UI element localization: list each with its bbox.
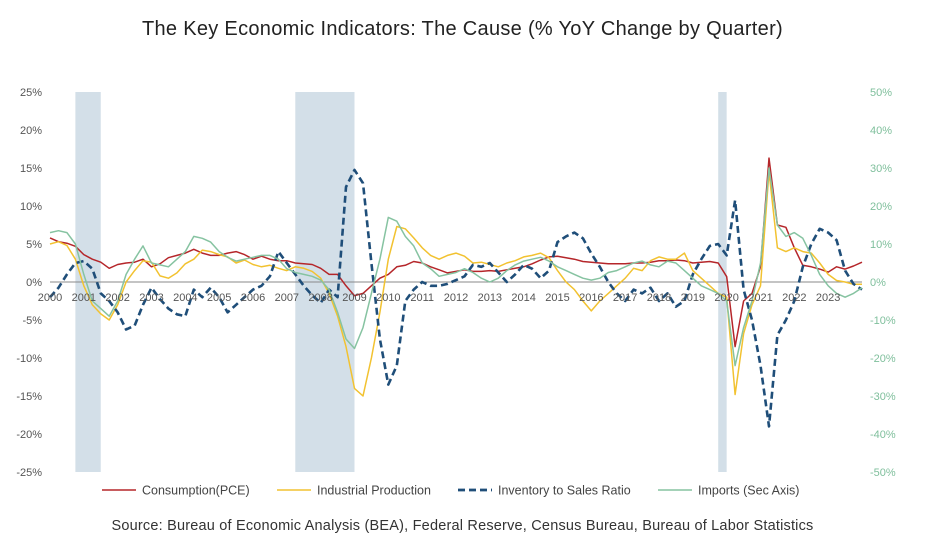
y-right-tick-label: 0% bbox=[870, 277, 886, 289]
y-right-tick-label: -40% bbox=[870, 429, 896, 441]
x-tick-label: 2015 bbox=[545, 292, 569, 304]
y-right-tick-label: 10% bbox=[870, 239, 892, 251]
y-axis-right-ticks: 50% 40% 30% 20% 10% 0% -10% -20% -30% -40% -50% bbox=[870, 87, 896, 479]
x-tick-label: 2001 bbox=[72, 292, 96, 304]
x-tick-label: 2016 bbox=[579, 292, 603, 304]
y-left-tick-label: -10% bbox=[16, 353, 42, 365]
legend: Consumption(PCE) Industrial Production Inv… bbox=[102, 484, 799, 498]
x-tick-label: 2018 bbox=[647, 292, 671, 304]
y-left-tick-label: 10% bbox=[20, 201, 42, 213]
x-tick-label: 2005 bbox=[207, 292, 231, 304]
y-right-tick-label: 20% bbox=[870, 201, 892, 213]
x-tick-label: 2021 bbox=[748, 292, 772, 304]
series-line-3 bbox=[49, 167, 863, 367]
x-tick-label: 2014 bbox=[511, 292, 535, 304]
x-tick-label: 2013 bbox=[478, 292, 502, 304]
x-tick-label: 2008 bbox=[308, 292, 332, 304]
x-tick-label: 2006 bbox=[241, 292, 265, 304]
y-right-tick-label: 50% bbox=[870, 87, 892, 99]
series-line-0 bbox=[49, 157, 863, 348]
y-right-tick-label: -30% bbox=[870, 391, 896, 403]
source-note: Source: Bureau of Economic Analysis (BEA… bbox=[111, 518, 814, 534]
y-left-tick-label: -15% bbox=[16, 391, 42, 403]
series-lines bbox=[49, 157, 863, 428]
x-tick-label: 2000 bbox=[38, 292, 62, 304]
y-right-tick-label: 40% bbox=[870, 125, 892, 137]
legend-label-0: Consumption(PCE) bbox=[142, 484, 250, 498]
y-right-tick-label: -10% bbox=[870, 315, 896, 327]
x-tick-label: 2009 bbox=[342, 292, 366, 304]
x-tick-label: 2022 bbox=[782, 292, 806, 304]
x-tick-label: 2012 bbox=[444, 292, 468, 304]
chart-title: The Key Economic Indicators: The Cause (… bbox=[141, 18, 783, 40]
x-tick-label: 2004 bbox=[173, 292, 197, 304]
y-left-tick-label: 5% bbox=[26, 239, 42, 251]
x-tick-label: 2019 bbox=[681, 292, 705, 304]
series-line-2 bbox=[49, 168, 863, 428]
x-tick-label: 2011 bbox=[410, 292, 434, 304]
y-left-tick-label: 25% bbox=[20, 87, 42, 99]
x-tick-label: 2010 bbox=[376, 292, 400, 304]
x-tick-label: 2023 bbox=[816, 292, 840, 304]
y-right-tick-label: 30% bbox=[870, 163, 892, 175]
y-left-tick-label: 20% bbox=[20, 125, 42, 137]
legend-label-1: Industrial Production bbox=[317, 484, 431, 498]
legend-label-3: Imports (Sec Axis) bbox=[698, 484, 799, 498]
x-tick-label: 2002 bbox=[105, 292, 129, 304]
x-tick-label: 2017 bbox=[613, 292, 637, 304]
x-tick-label: 2003 bbox=[139, 292, 163, 304]
y-left-tick-label: 0% bbox=[26, 277, 42, 289]
y-axis-left-ticks: 25% 20% 15% 10% 5% 0% -5% -10% -15% -20% -25% bbox=[16, 87, 42, 479]
x-tick-label: 2020 bbox=[714, 292, 738, 304]
y-left-tick-label: -20% bbox=[16, 429, 42, 441]
y-left-tick-label: -25% bbox=[16, 467, 42, 479]
x-tick-label: 2007 bbox=[275, 292, 299, 304]
series-line-1 bbox=[49, 171, 862, 397]
x-axis-ticks: 2000 2001 2002 2003 2004 2005 2006 2007 2008 2009… bbox=[38, 292, 841, 304]
y-right-tick-label: -50% bbox=[870, 467, 896, 479]
y-right-tick-label: -20% bbox=[870, 353, 896, 365]
y-left-tick-label: 15% bbox=[20, 163, 42, 175]
legend-label-2: Inventory to Sales Ratio bbox=[498, 484, 631, 498]
y-left-tick-label: -5% bbox=[22, 315, 42, 327]
